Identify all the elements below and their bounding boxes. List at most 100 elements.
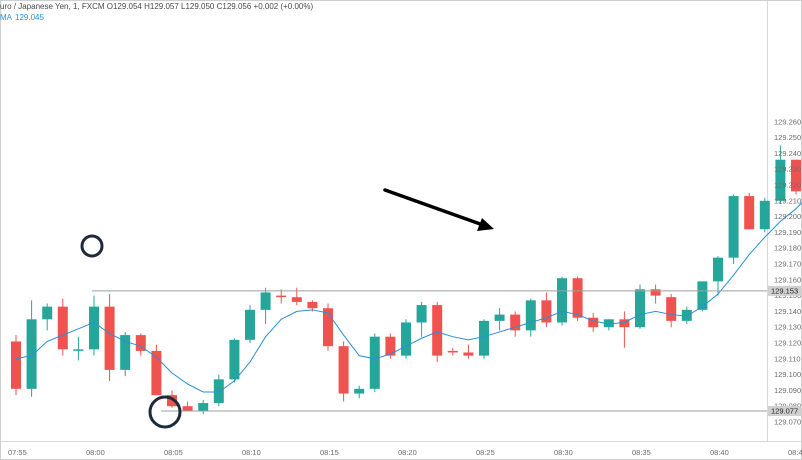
- candle[interactable]: [541, 292, 552, 328]
- support-price-flag: 129.077: [768, 405, 801, 416]
- candle-body: [260, 292, 271, 310]
- candle[interactable]: [151, 344, 162, 396]
- candle[interactable]: [447, 347, 458, 356]
- candle-body: [89, 306, 99, 350]
- candle-body: [572, 278, 583, 318]
- price-tick-label: 129.230: [774, 165, 801, 174]
- resistance-price-label: 129.153: [771, 286, 798, 295]
- candle[interactable]: [229, 338, 240, 383]
- time-tick-label: 08:20: [398, 448, 417, 457]
- candle[interactable]: [135, 333, 146, 356]
- candle-body: [791, 159, 801, 192]
- candle[interactable]: [744, 192, 755, 230]
- candle[interactable]: [73, 336, 84, 361]
- support-circle-marker[interactable]: [148, 395, 182, 429]
- candle-body: [494, 314, 505, 321]
- candle[interactable]: [603, 319, 614, 331]
- candle-body: [198, 403, 209, 411]
- time-tick-label: 08:05: [164, 448, 183, 457]
- candle-body: [635, 289, 645, 328]
- time-tick-label: 08:45: [788, 448, 802, 457]
- candle[interactable]: [120, 331, 131, 377]
- price-tick-label: 129.220: [774, 181, 801, 190]
- candle-body: [182, 406, 193, 411]
- candle[interactable]: [572, 276, 583, 321]
- candle[interactable]: [510, 311, 521, 337]
- candle[interactable]: [276, 289, 287, 304]
- candle[interactable]: [713, 256, 723, 296]
- candle[interactable]: [635, 284, 645, 329]
- price-tick-label: 129.090: [774, 386, 801, 395]
- price-tick-label: 129.130: [774, 323, 801, 332]
- candle[interactable]: [775, 145, 786, 204]
- candle[interactable]: [369, 333, 380, 392]
- candle[interactable]: [198, 399, 209, 415]
- candle[interactable]: [245, 305, 255, 343]
- candle-body: [432, 305, 443, 356]
- candle[interactable]: [354, 385, 365, 399]
- candle[interactable]: [479, 319, 489, 359]
- candle[interactable]: [42, 303, 53, 331]
- candle-body: [338, 346, 349, 394]
- candle[interactable]: [401, 319, 411, 359]
- candle[interactable]: [104, 294, 115, 381]
- price-tick-label: 129.240: [774, 149, 801, 158]
- resistance-circle-marker[interactable]: [80, 234, 104, 258]
- resistance-price-flag: 129.153: [768, 285, 801, 296]
- candle[interactable]: [89, 295, 99, 356]
- candle-body: [167, 395, 177, 407]
- candle[interactable]: [650, 284, 661, 304]
- candle-body: [385, 336, 396, 356]
- time-tick-label: 08:30: [554, 448, 573, 457]
- price-tick-label: 129.200: [774, 212, 801, 221]
- time-tick-label: 08:35: [632, 448, 651, 457]
- candle[interactable]: [557, 276, 567, 326]
- candle-body: [57, 306, 68, 350]
- candle[interactable]: [728, 194, 739, 264]
- candle[interactable]: [385, 333, 396, 359]
- candle[interactable]: [759, 197, 770, 233]
- candle-body: [525, 300, 536, 331]
- time-tick-label: 08:15: [320, 448, 339, 457]
- candle-body: [213, 379, 224, 404]
- annotation-arrow[interactable]: [383, 188, 494, 231]
- candle-body: [588, 317, 599, 328]
- price-tick-label: 129.110: [774, 354, 801, 363]
- candle[interactable]: [213, 374, 224, 407]
- candle[interactable]: [260, 287, 271, 325]
- price-tick-label: 129.190: [774, 228, 801, 237]
- candle-body: [276, 295, 287, 298]
- candle[interactable]: [666, 294, 677, 328]
- candle[interactable]: [57, 298, 68, 356]
- price-tick-label: 129.180: [774, 244, 801, 253]
- candle-body: [650, 289, 661, 296]
- candle-body: [291, 297, 302, 302]
- candle-body: [463, 352, 474, 356]
- price-tick-label: 129.070: [774, 418, 801, 427]
- candle[interactable]: [11, 335, 21, 396]
- price-tick-label: 129.250: [774, 133, 801, 142]
- candle[interactable]: [338, 341, 349, 402]
- candle[interactable]: [182, 401, 193, 411]
- candle[interactable]: [681, 306, 692, 325]
- candle[interactable]: [619, 311, 630, 348]
- candle[interactable]: [494, 308, 505, 331]
- candle[interactable]: [463, 344, 474, 359]
- time-axis[interactable]: 07:55 08:00 08:05 08:10 08:15 08:20 08:25 08:30…: [8, 448, 802, 457]
- candle-body: [416, 305, 427, 323]
- ma-layer: [15, 201, 802, 393]
- candle-body: [11, 341, 21, 389]
- candle[interactable]: [791, 159, 801, 195]
- price-tick-label: 129.170: [774, 260, 801, 269]
- candle-body: [759, 200, 770, 230]
- candle[interactable]: [26, 300, 37, 397]
- candle[interactable]: [525, 298, 536, 337]
- candle-body: [135, 335, 146, 351]
- candle[interactable]: [416, 301, 427, 337]
- candle[interactable]: [588, 312, 599, 332]
- time-tick-label: 08:00: [86, 448, 105, 457]
- candle[interactable]: [323, 303, 333, 351]
